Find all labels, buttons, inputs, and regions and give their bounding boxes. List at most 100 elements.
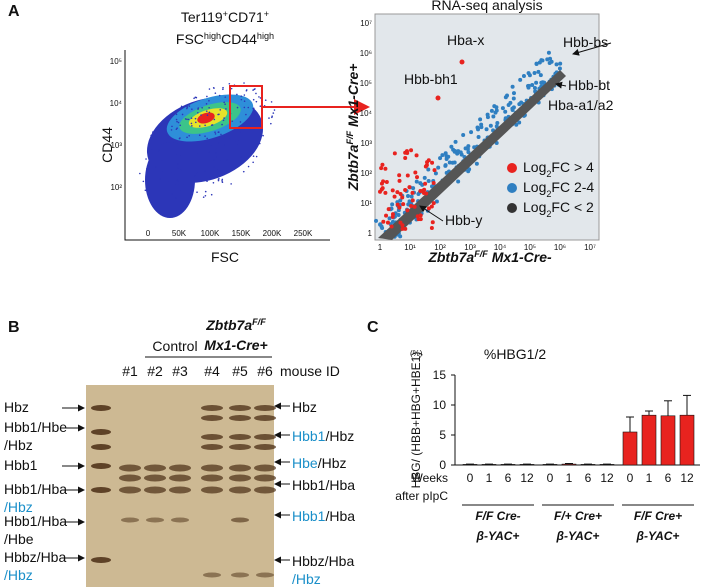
y-tick-label: 5 — [439, 428, 446, 442]
flow-dot — [247, 106, 250, 109]
group-label: F/F Cre- — [475, 509, 520, 523]
text-part: Mx1-Cre- — [488, 249, 552, 265]
flow-dot — [152, 131, 154, 133]
gene-label: Hba-x — [447, 32, 484, 48]
red-dot — [413, 170, 418, 175]
x-tick-label: 0 — [146, 229, 151, 238]
group-label: β-YAC+ — [636, 529, 680, 543]
flow-dot — [180, 105, 183, 108]
gel-band — [91, 429, 111, 435]
red-dot — [400, 195, 405, 200]
flow-dot — [162, 152, 164, 155]
flow-dot — [220, 133, 222, 136]
panel-label: B — [8, 319, 20, 336]
flow-dot — [221, 178, 224, 181]
text-part: Zbtb7a — [427, 249, 474, 265]
y-tick-label: 10⁷ — [360, 19, 372, 28]
red-dot — [435, 95, 441, 101]
flow-dot — [188, 105, 191, 107]
red-dot — [423, 181, 428, 186]
flow-dot — [206, 180, 208, 183]
blue-dot — [549, 59, 554, 64]
blue-dot — [436, 165, 441, 170]
band-label: Hbb1/Hbz — [292, 428, 354, 444]
y-tick-label: 10³ — [110, 141, 122, 150]
error-bar — [626, 416, 634, 432]
text-part: 2 — [546, 189, 551, 199]
flow-dot — [206, 114, 209, 116]
flow-dot — [270, 101, 273, 103]
flow-dot — [149, 148, 152, 150]
flow-dot — [159, 127, 161, 129]
text-part: Hbb1 — [292, 508, 326, 524]
flow-dot — [236, 93, 238, 96]
blue-dot — [450, 160, 455, 165]
red-dot — [422, 187, 427, 192]
gene-arrow — [572, 42, 612, 56]
blue-dot — [451, 147, 456, 152]
red-dot — [395, 190, 400, 195]
blue-dot — [406, 193, 411, 198]
flow-dot — [204, 124, 206, 127]
flow-dot — [224, 96, 227, 98]
flow-dot — [197, 111, 199, 114]
gel-band — [229, 405, 251, 411]
flow-dot — [149, 197, 152, 200]
gel-band — [201, 405, 223, 411]
flow-dot — [144, 189, 147, 192]
red-dot — [409, 203, 414, 208]
flow-dot — [214, 92, 217, 94]
flow-dot — [222, 142, 224, 145]
x-tick-label: 10² — [434, 243, 446, 252]
flow-dot — [162, 170, 164, 173]
red-dot — [379, 166, 384, 171]
flow-dot — [201, 107, 203, 109]
gel-band — [201, 415, 223, 421]
flow-dot — [219, 109, 222, 111]
flow-dot — [255, 155, 258, 158]
flow-dot — [254, 88, 256, 90]
red-dot — [418, 217, 423, 222]
blue-dot — [458, 150, 463, 155]
blue-dot — [409, 194, 414, 199]
flow-dot — [249, 123, 252, 125]
gel-band — [201, 434, 223, 440]
flow-dot — [205, 110, 208, 112]
blue-dot — [456, 179, 461, 184]
band-label: /Hbz — [4, 567, 33, 583]
red-dot — [431, 201, 436, 206]
blue-dot — [511, 96, 516, 101]
text-part: /Hbz — [325, 428, 354, 444]
flow-dot — [218, 178, 220, 180]
flow-dot — [217, 179, 220, 182]
flow-dot — [198, 125, 201, 127]
blue-dot — [446, 154, 451, 159]
flow-dot — [198, 134, 201, 136]
flow-dot — [176, 180, 179, 182]
text-part: Log — [523, 179, 546, 195]
error-bar — [683, 394, 691, 416]
flow-dot — [204, 190, 207, 193]
red-dot — [410, 198, 415, 203]
red-dot — [403, 187, 408, 192]
bar — [561, 463, 577, 466]
y-tick-label: 15 — [433, 368, 447, 382]
flow-dot — [174, 159, 176, 162]
flow-dot — [163, 131, 166, 134]
gel-band — [229, 464, 251, 472]
y-tick-label: 10² — [360, 169, 372, 178]
text-part: Mx1-Cre+ — [345, 64, 361, 131]
blue-dot — [380, 226, 385, 231]
blue-dot — [426, 179, 431, 184]
flow-dot — [259, 105, 262, 108]
text-part: FC < 2 — [551, 199, 594, 215]
flow-dot — [243, 82, 245, 84]
flow-dot — [258, 142, 261, 145]
flow-dot — [252, 155, 255, 157]
flow-dot — [170, 129, 173, 131]
text-part: F/F — [252, 317, 266, 327]
blue-dot — [398, 198, 403, 203]
blue-dot — [478, 117, 483, 122]
flow-dot — [218, 94, 221, 97]
blue-dot — [508, 100, 513, 105]
